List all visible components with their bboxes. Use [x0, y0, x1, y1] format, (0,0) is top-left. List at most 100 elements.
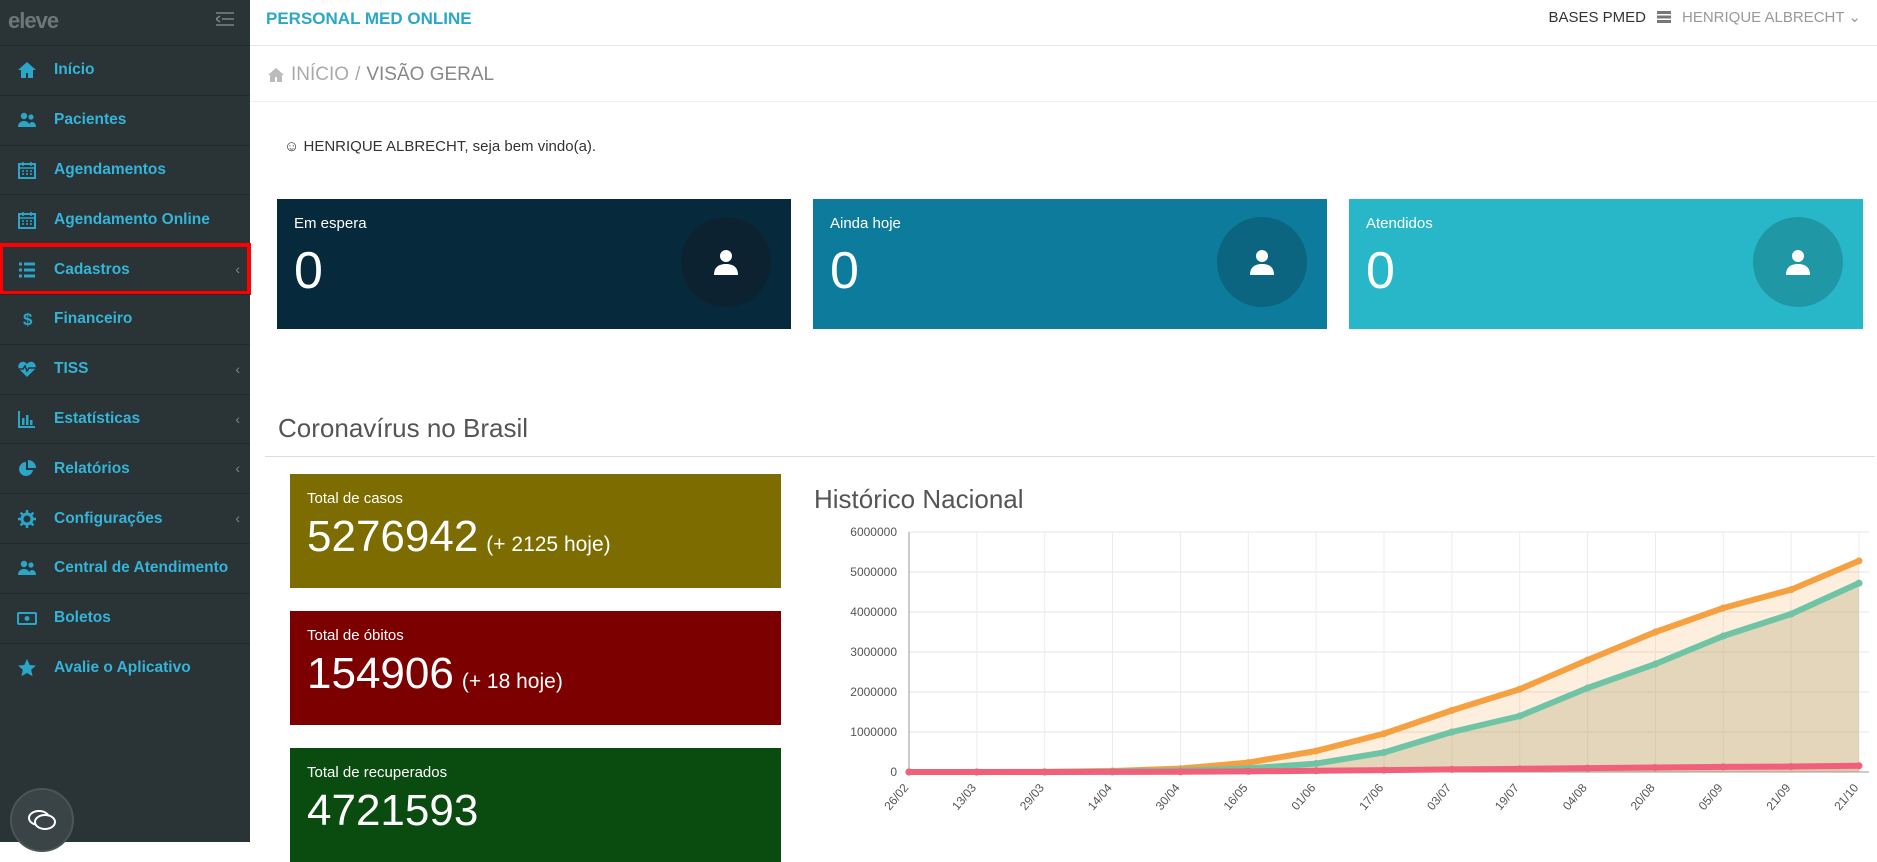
breadcrumb-home[interactable]: INÍCIO: [291, 64, 350, 85]
home-icon: [0, 60, 54, 80]
y-tick-label: 4000000: [850, 605, 897, 619]
x-tick-label: 01/06: [1288, 781, 1318, 813]
data-point: [1448, 765, 1456, 773]
x-tick-label: 16/05: [1221, 781, 1251, 813]
covid-stat-value: 5276942: [307, 512, 479, 561]
covid-stat-delta: (+ 18 hoje): [461, 670, 563, 693]
sidebar-item-agendamento-online[interactable]: Agendamento Online: [0, 194, 250, 244]
sidebar-item-pacientes[interactable]: Pacientes: [0, 94, 250, 145]
y-tick-label: 1000000: [850, 725, 897, 739]
sidebar-item-relat-rios[interactable]: Relatórios ‹: [0, 443, 250, 493]
logo-text: eleve: [8, 8, 59, 33]
bases-link[interactable]: BASES PMED: [1548, 8, 1646, 26]
x-tick-label: 13/03: [949, 781, 979, 813]
stat-card: Atendidos 0: [1349, 199, 1863, 329]
data-point: [1787, 763, 1795, 771]
data-point: [1719, 632, 1727, 640]
data-point: [1176, 768, 1184, 776]
sidebar-item-financeiro[interactable]: $ Financeiro: [0, 293, 250, 344]
data-point: [1787, 586, 1795, 594]
stat-card: Ainda hoje 0: [813, 199, 1327, 329]
data-point: [1719, 604, 1727, 612]
sidebar-item-central-de-atendimento[interactable]: Central de Atendimento: [0, 542, 250, 593]
data-point: [1516, 712, 1524, 720]
covid-stat-value: 154906: [307, 649, 454, 698]
database-icon[interactable]: [1656, 10, 1672, 24]
pie-chart-icon: [0, 459, 54, 479]
users-icon: [0, 110, 54, 130]
user-icon: [1753, 217, 1843, 307]
historico-chart: 0 1000000 2000000 3000000 4000000 5000000 6000…: [850, 525, 1869, 813]
list-icon: [0, 260, 54, 280]
sidebar-item-configura-es[interactable]: Configurações ‹: [0, 493, 250, 543]
sidebar-item-label: Relatórios: [54, 459, 130, 477]
data-point: [1312, 767, 1320, 775]
stat-value: 0: [830, 242, 859, 300]
sidebar-item-label: TISS: [54, 360, 89, 378]
y-tick-label: 0: [890, 765, 897, 779]
chart-title: Histórico Nacional: [814, 484, 1024, 514]
sidebar-item-tiss[interactable]: TISS ‹: [0, 343, 250, 394]
sidebar-item-label: Estatísticas: [54, 409, 141, 427]
user-menu[interactable]: HENRIQUE ALBRECHT ⌄: [1682, 8, 1861, 26]
sidebar-item-avalie-o-aplicativo[interactable]: Avalie o Aplicativo: [0, 642, 250, 693]
data-point: [1380, 730, 1388, 738]
x-tick-label: 17/06: [1356, 781, 1386, 813]
x-tick-label: 19/07: [1492, 781, 1522, 813]
welcome-message: ☺ HENRIQUE ALBRECHT, seja bem vindo(a).: [284, 138, 597, 155]
data-point: [1787, 610, 1795, 618]
sidebar-item-label: Início: [54, 61, 95, 79]
divider: [250, 101, 1877, 102]
breadcrumb-current: VISÃO GERAL: [366, 64, 495, 85]
data-point: [1651, 628, 1659, 636]
users-icon: [0, 558, 54, 578]
y-tick-label: 2000000: [850, 685, 897, 699]
logo[interactable]: eleve: [8, 2, 248, 42]
sidebar-item-cadastros[interactable]: Cadastros ‹: [0, 243, 251, 295]
data-point: [1719, 763, 1727, 771]
data-point: [1855, 762, 1863, 770]
data-point: [1448, 728, 1456, 736]
chat-button[interactable]: [10, 788, 74, 852]
data-point: [1380, 766, 1388, 774]
data-point: [1244, 767, 1252, 775]
calendar-icon: [0, 210, 54, 230]
covid-stat-box: Total de recuperados 4721593: [290, 748, 781, 862]
heartbeat-icon: [0, 359, 54, 379]
series-area-recuperados: [909, 583, 1859, 772]
data-point: [1855, 557, 1863, 565]
data-point: [1516, 765, 1524, 773]
app-title[interactable]: PERSONAL MED ONLINE: [266, 9, 472, 28]
x-tick-label: 03/07: [1424, 781, 1454, 813]
calendar-icon: [0, 160, 54, 180]
sidebar-item-in-cio[interactable]: Início: [0, 45, 250, 95]
breadcrumb-separator: /: [355, 64, 361, 85]
sidebar-item-boletos[interactable]: Boletos: [0, 592, 250, 643]
chevron-left-icon: ‹: [235, 510, 240, 527]
chevron-left-icon: ‹: [235, 460, 240, 477]
sidebar-nav: Início Pacientes Agendamentos Agendamento O…: [0, 45, 251, 693]
stat-title: Ainda hoje: [830, 215, 901, 232]
stat-title: Atendidos: [1366, 215, 1433, 232]
x-tick-label: 21/09: [1763, 781, 1793, 813]
collapse-sidebar-icon[interactable]: [214, 10, 234, 31]
y-tick-label: 3000000: [850, 645, 897, 659]
stat-card: Em espera 0: [277, 199, 791, 329]
money-icon: [0, 608, 54, 628]
sidebar-item-estat-sticas[interactable]: Estatísticas ‹: [0, 393, 250, 444]
home-icon[interactable]: [267, 67, 285, 83]
chevron-left-icon: ‹: [235, 360, 240, 377]
x-tick-label: 05/09: [1696, 781, 1726, 813]
star-icon: [0, 658, 54, 678]
series-area-casos: [909, 560, 1859, 772]
sidebar-item-label: Central de Atendimento: [54, 559, 229, 577]
sidebar-item-agendamentos[interactable]: Agendamentos: [0, 144, 250, 195]
x-tick-label: 14/04: [1085, 781, 1115, 813]
sidebar-item-label: Configurações: [54, 509, 163, 527]
covid-stat-delta: (+ 2125 hoje): [486, 533, 611, 556]
sidebar-item-label: Avalie o Aplicativo: [54, 658, 191, 676]
y-tick-label: 6000000: [850, 525, 897, 539]
covid-stat-title: Total de recuperados: [307, 764, 448, 781]
stat-title: Em espera: [294, 215, 367, 232]
sidebar-item-label: Pacientes: [54, 111, 127, 129]
